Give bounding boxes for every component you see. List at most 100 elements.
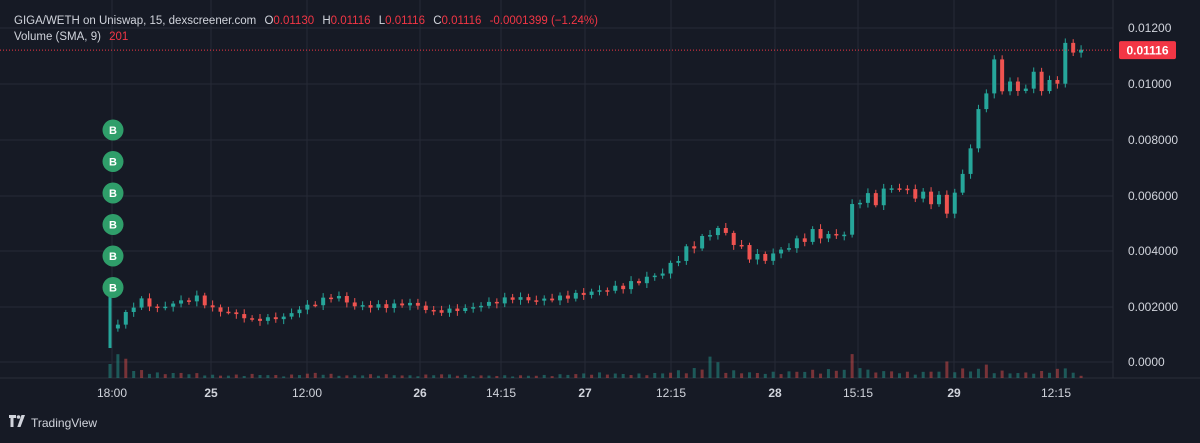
candle-body (352, 302, 357, 307)
volume-bar (432, 375, 436, 378)
candle-body (1015, 81, 1020, 91)
candle-body (613, 285, 618, 291)
candle-body (708, 235, 713, 237)
volume-bar (945, 361, 949, 378)
volume-bar (1079, 375, 1083, 378)
candle-body (952, 192, 957, 214)
tradingview-brand[interactable]: TradingView (9, 415, 97, 430)
candle-body (186, 300, 191, 302)
volume-bar (826, 369, 830, 378)
volume-label: Volume (SMA, 9) (14, 31, 101, 43)
candle-body (873, 193, 878, 206)
candle-body (636, 281, 641, 284)
candle-body (384, 304, 389, 309)
x-tick-label: 26 (413, 386, 427, 400)
candle-body (731, 232, 736, 245)
volume-bar (905, 371, 909, 378)
volume-bar (187, 374, 191, 378)
candle-body (621, 285, 626, 290)
volume-bar (140, 370, 144, 378)
y-tick-label: 0.01000 (1128, 77, 1172, 91)
chart-legend: GIGA/WETH on Uniswap, 15, dexscreener.co… (14, 15, 598, 43)
candle-body (1071, 42, 1076, 53)
volume-bar (226, 375, 230, 378)
candle-body (534, 300, 539, 302)
volume-bar (969, 371, 973, 378)
y-tick-label: 0.002000 (1128, 300, 1178, 314)
candle-body (684, 246, 689, 261)
candle-body (392, 303, 397, 309)
candle-body (858, 202, 863, 205)
candle-body (921, 191, 926, 199)
open-label: O (264, 15, 274, 27)
candle-body (771, 253, 776, 261)
volume-bar (124, 358, 128, 378)
volume-bar (550, 376, 554, 378)
volume-bar (242, 376, 246, 378)
candle-body (652, 275, 657, 278)
brand-label: TradingView (31, 415, 98, 430)
volume-bar (455, 375, 459, 378)
y-tick-label: 0.006000 (1128, 189, 1178, 203)
volume-bar (290, 374, 294, 378)
candle-body (179, 300, 184, 304)
candle-body (960, 173, 965, 193)
candle-body (565, 295, 570, 299)
volume-bar (795, 371, 799, 378)
volume-bar (637, 373, 641, 378)
buy-marker-label: B (109, 283, 117, 295)
volume-bar (503, 375, 507, 378)
buy-marker-label: B (109, 220, 117, 232)
x-tick-label: 29 (947, 386, 961, 400)
candle-body (344, 296, 349, 303)
low-label: L (378, 15, 386, 27)
volume-bar (408, 375, 412, 378)
candle-body (479, 305, 484, 308)
volume-bar (803, 371, 807, 378)
candle-body (755, 253, 760, 260)
candle-body (1079, 49, 1084, 53)
volume-bar (992, 373, 996, 378)
volume-bar (558, 374, 562, 378)
candle-body (218, 307, 223, 312)
volume-bar (566, 374, 570, 378)
buy-marker (102, 182, 124, 204)
high-label: H (322, 15, 331, 27)
volume-bar (384, 374, 388, 378)
volume-bar (542, 374, 546, 378)
volume-bar (700, 369, 704, 378)
volume-bar (337, 375, 341, 378)
candle-body (463, 308, 468, 312)
candle-body (273, 317, 278, 320)
volume-bar (740, 373, 744, 378)
candle-body (715, 227, 720, 236)
volume-bar (108, 364, 112, 378)
candle-body (297, 309, 302, 314)
candle-body (321, 297, 326, 306)
volume-bar (392, 375, 396, 378)
volume-bar (747, 372, 751, 378)
candle-body (471, 307, 476, 309)
volume-bar (763, 373, 767, 378)
open-value: 0.01130 (273, 15, 315, 27)
volume-bar (890, 371, 894, 378)
candle-body (1063, 42, 1068, 84)
volume-bar (305, 373, 309, 378)
volume-bar (519, 375, 523, 378)
candle-body (905, 188, 910, 191)
volume-bar (1000, 370, 1004, 378)
volume-bar (961, 368, 965, 378)
candle-body (400, 303, 405, 306)
x-tick-label: 27 (578, 386, 592, 400)
candle-body (1023, 88, 1028, 91)
candle-body (368, 305, 373, 308)
volume-bar (898, 373, 901, 378)
volume-bar (1040, 371, 1044, 378)
candle-body (250, 318, 255, 320)
volume-bar (234, 374, 238, 378)
candle-body (605, 290, 610, 292)
candle-body (944, 194, 949, 214)
volume-bar (195, 373, 199, 378)
candle-body (1008, 81, 1013, 92)
